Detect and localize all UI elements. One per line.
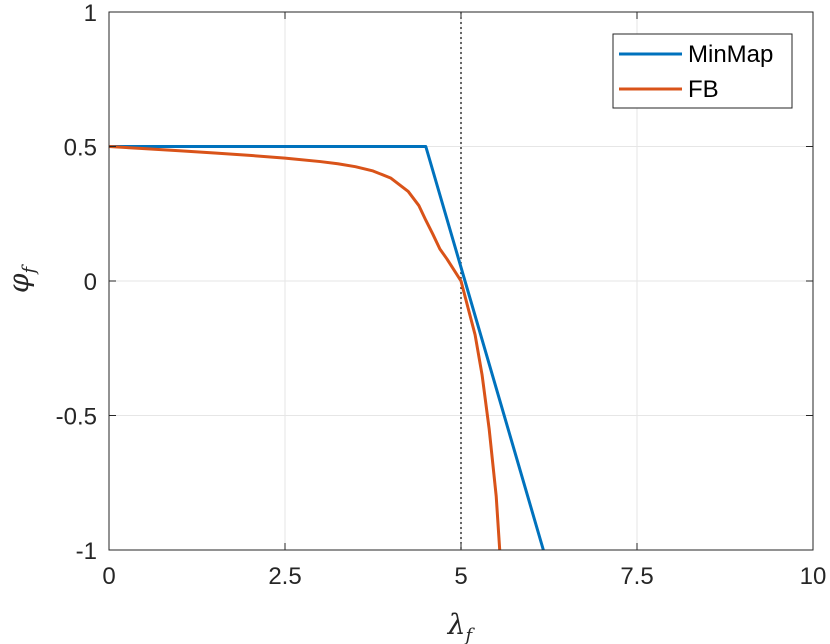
series-group: [108, 145, 545, 551]
legend: MinMap FB: [612, 33, 793, 109]
y-axis-label-sub: f: [19, 264, 40, 276]
x-tick-label: 0: [102, 563, 115, 590]
legend-label-fb: FB: [688, 76, 719, 103]
x-axis-label-base: λ: [447, 608, 466, 641]
series-line-minmap: [109, 145, 545, 551]
y-axis-label: φf: [2, 264, 40, 294]
x-tick-label: 10: [800, 563, 827, 590]
y-tick-label: -1: [76, 538, 97, 565]
legend-label-minmap: MinMap: [688, 41, 773, 68]
y-tick-label: 1: [84, 0, 97, 27]
y-axis-label-base: φ: [2, 273, 35, 293]
x-axis-label: λf: [447, 608, 476, 644]
tick-marks: [108, 11, 814, 551]
x-tick-label: 5: [454, 563, 467, 590]
x-tick-label: 2.5: [268, 563, 301, 590]
y-tick-label: 0.5: [64, 135, 97, 162]
legend-box: [612, 33, 793, 109]
x-tick-label: 7.5: [620, 563, 653, 590]
tick-labels: 0 2.5 5 7.5 10 -1 -0.5 0 0.5 1: [56, 0, 827, 590]
x-axis-label-sub: f: [464, 625, 476, 644]
series-line-fb: [108, 145, 502, 551]
y-tick-label: -0.5: [56, 404, 97, 431]
y-tick-label: 0: [84, 269, 97, 296]
